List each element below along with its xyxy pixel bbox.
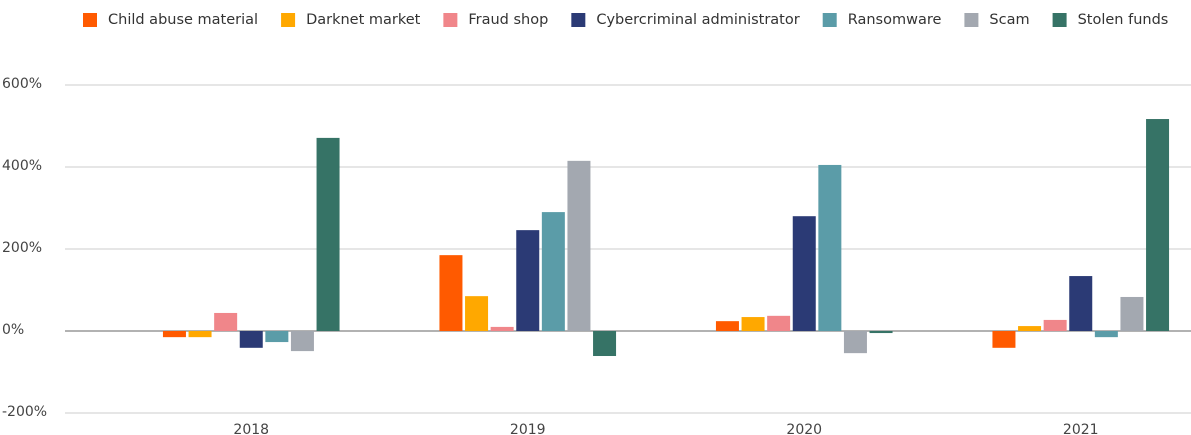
legend-label: Ransomware (848, 12, 942, 28)
legend-label: Stolen funds (1078, 12, 1169, 28)
bar (715, 321, 739, 331)
legend-label: Cybercriminal administrator (596, 12, 799, 28)
bar (869, 331, 893, 334)
bar (214, 312, 238, 331)
bar (162, 331, 186, 338)
bar (316, 137, 340, 331)
bar (1069, 276, 1093, 331)
legend-swatch (443, 13, 458, 27)
y-tick-label: 400% (2, 158, 42, 174)
y-tick-label: -200% (2, 404, 47, 420)
bar (992, 331, 1016, 348)
y-tick-label: 0% (2, 322, 24, 338)
bar (265, 331, 289, 343)
bar (593, 331, 617, 357)
bar (1043, 319, 1067, 331)
bar (490, 326, 514, 331)
x-tick-label: 2020 (786, 422, 822, 435)
bar (188, 331, 212, 338)
x-tick-label: 2021 (1063, 422, 1099, 435)
bar (290, 331, 314, 352)
bar (516, 230, 540, 331)
bar (1094, 331, 1118, 338)
bar (792, 216, 816, 331)
legend-label: Fraud shop (468, 12, 548, 28)
x-tick-label: 2018 (233, 422, 269, 435)
legend-swatch (964, 13, 979, 27)
bar (818, 164, 842, 331)
legend-swatch (281, 13, 296, 27)
legend-swatch (822, 13, 837, 27)
bar (767, 315, 791, 331)
bar (1120, 296, 1144, 331)
x-tick-label: 2019 (510, 422, 546, 435)
legend-label: Scam (989, 12, 1029, 28)
bar (741, 317, 765, 331)
bar (843, 331, 867, 354)
legend-swatch (83, 13, 97, 27)
bar (439, 255, 463, 331)
legend-label: Darknet market (306, 12, 421, 28)
bar (1018, 326, 1042, 331)
bar (567, 160, 591, 331)
y-tick-label: 600% (2, 76, 42, 92)
bar (1146, 119, 1170, 331)
bar (239, 331, 263, 348)
y-tick-label: 200% (2, 240, 42, 256)
bar (465, 296, 489, 331)
legend-swatch (1052, 13, 1067, 27)
bar (541, 212, 565, 331)
legend-label: Child abuse material (108, 12, 258, 28)
legend-swatch (571, 13, 586, 27)
